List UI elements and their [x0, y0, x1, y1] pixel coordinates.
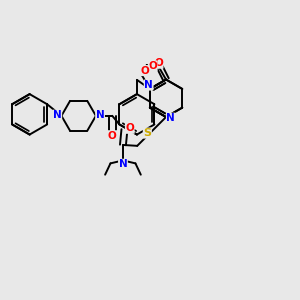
Text: O: O: [125, 123, 134, 133]
Text: O: O: [140, 66, 149, 76]
Text: N: N: [167, 113, 175, 123]
Text: S: S: [143, 128, 151, 138]
Text: N: N: [144, 80, 153, 90]
Text: N: N: [53, 110, 62, 120]
Text: O: O: [148, 61, 157, 71]
Text: N: N: [96, 110, 104, 120]
Text: N: N: [118, 159, 127, 169]
Text: O: O: [108, 131, 117, 141]
Text: O: O: [154, 58, 163, 68]
